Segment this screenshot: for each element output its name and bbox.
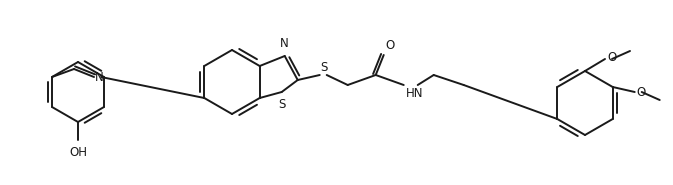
Text: HN: HN [406, 87, 423, 100]
Text: O: O [607, 51, 616, 63]
Text: OH: OH [69, 146, 87, 159]
Text: N: N [95, 70, 104, 83]
Text: N: N [281, 37, 289, 50]
Text: O: O [386, 39, 395, 52]
Text: S: S [278, 98, 285, 111]
Text: O: O [637, 85, 646, 98]
Text: S: S [321, 61, 328, 74]
